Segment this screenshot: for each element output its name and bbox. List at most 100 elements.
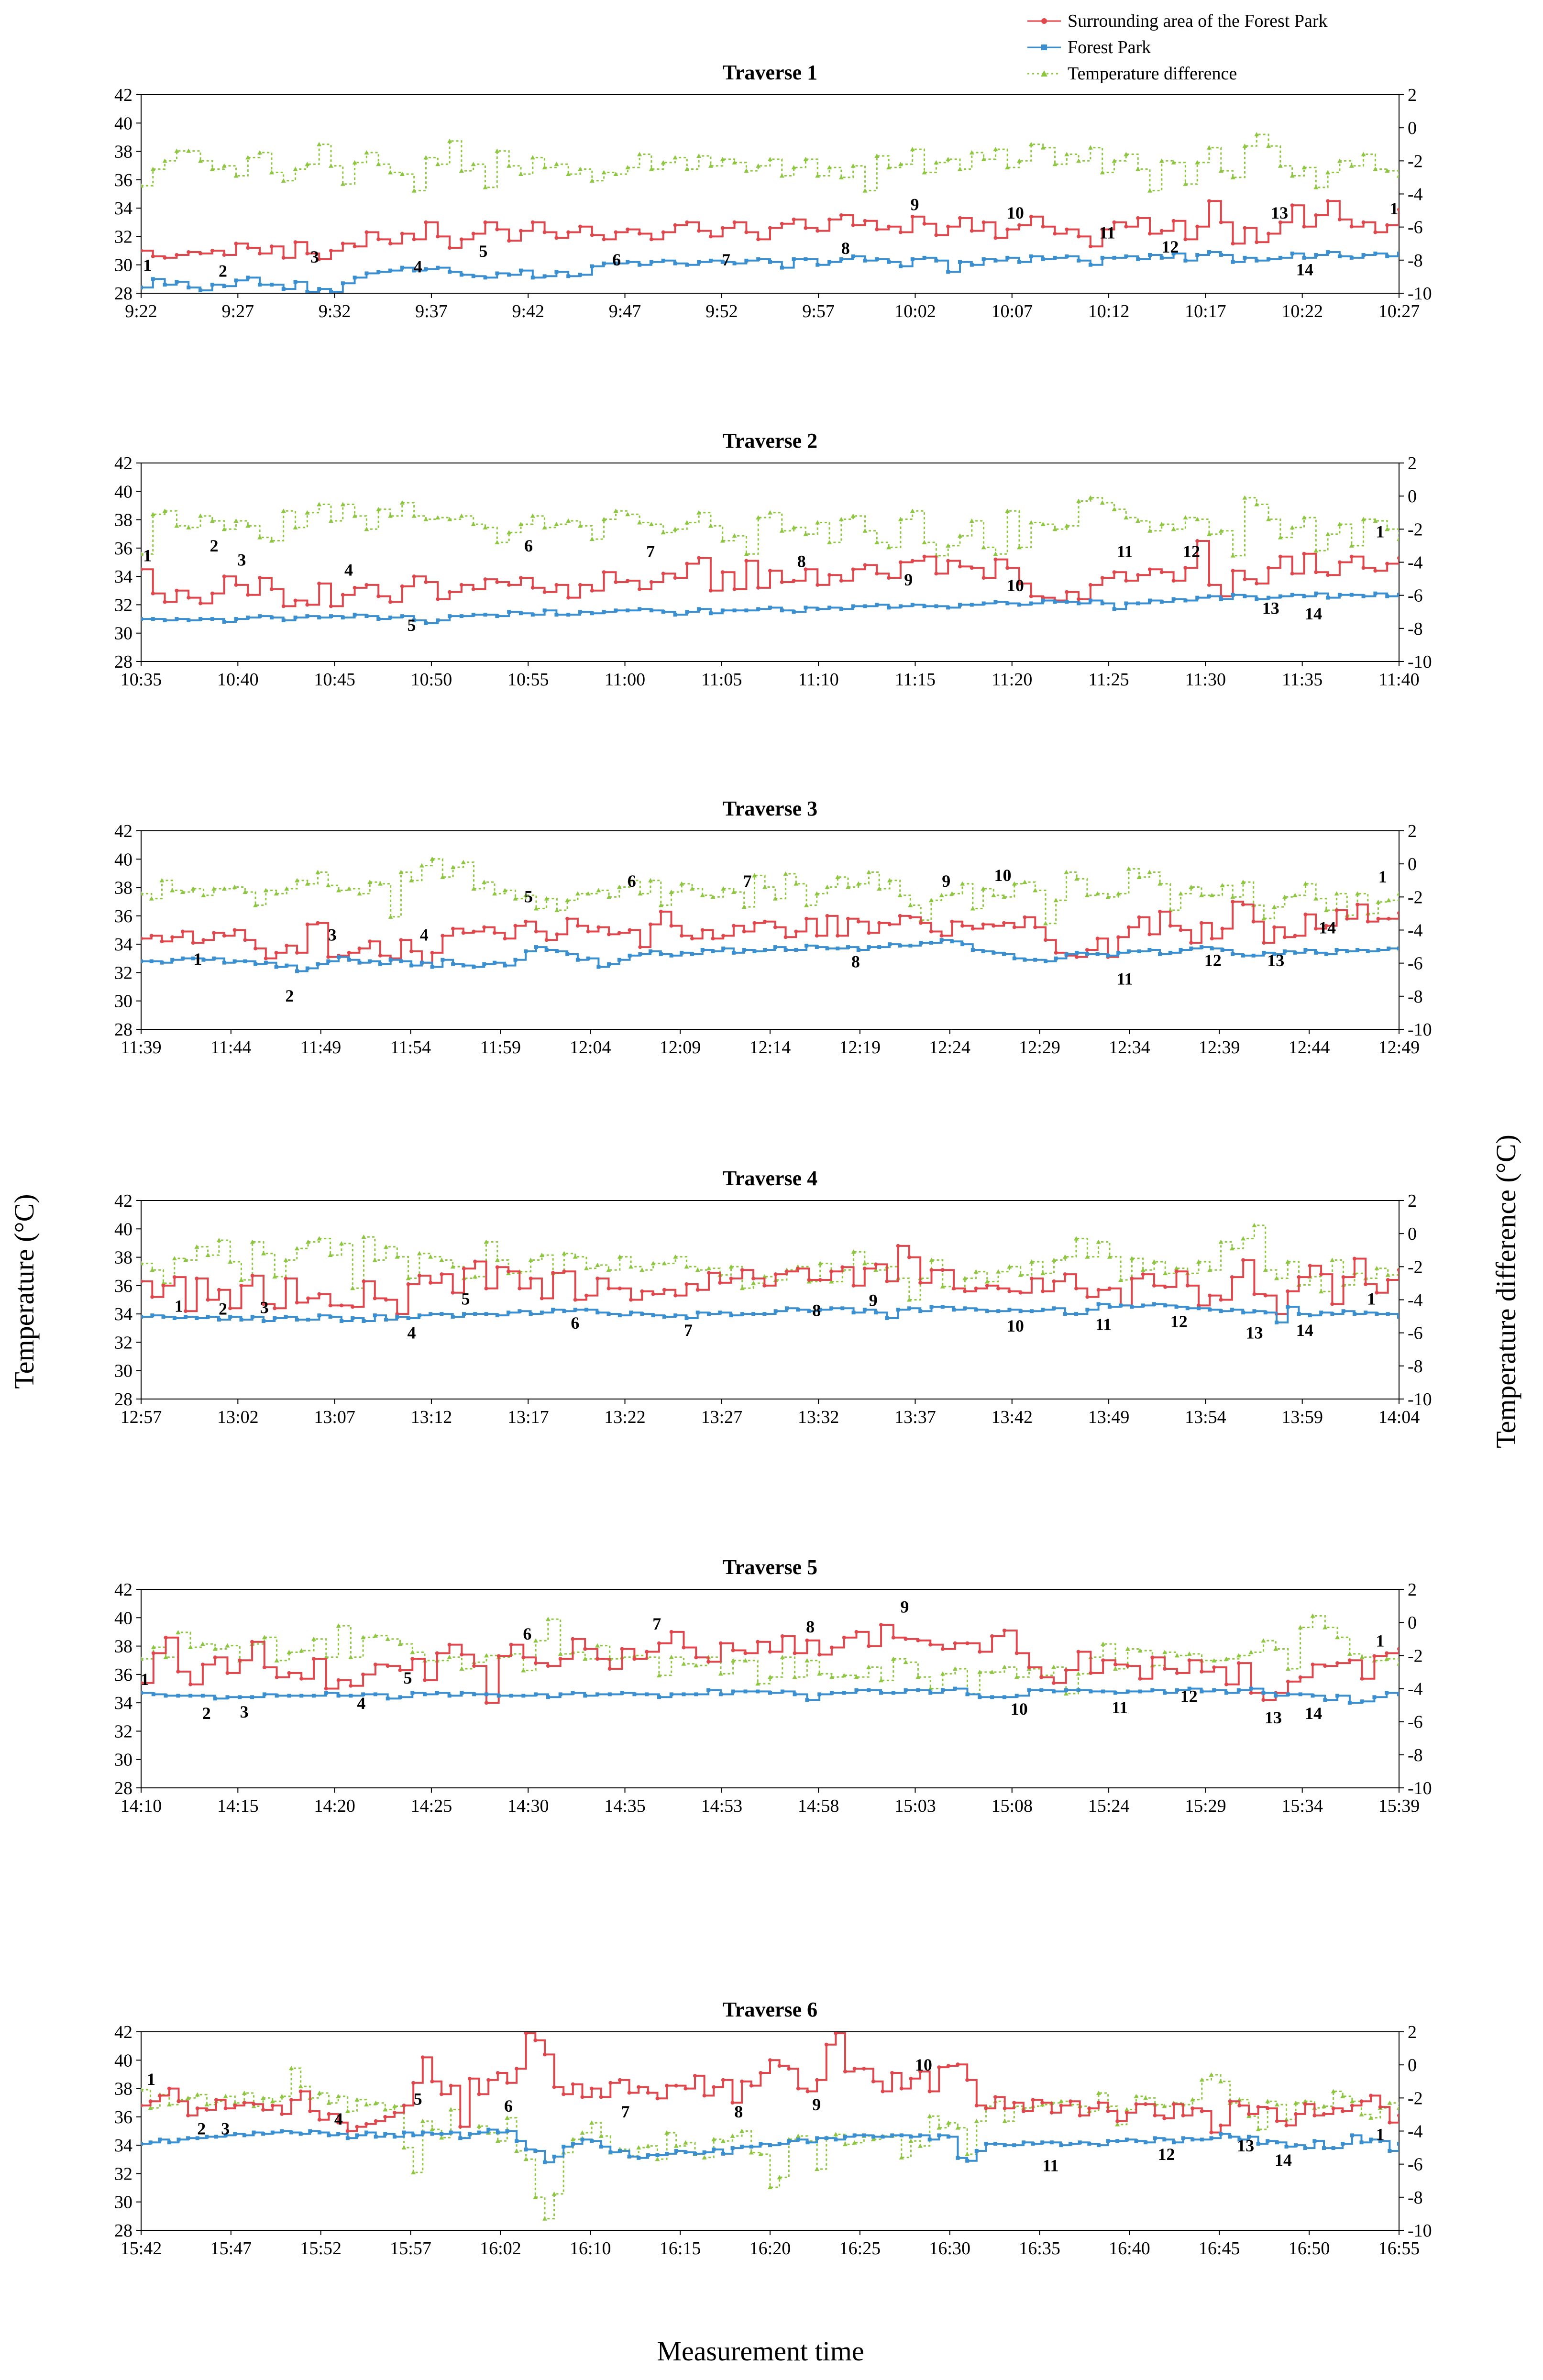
- data-point-forest-park: [1369, 2138, 1373, 2142]
- data-point-forest-park: [1366, 949, 1370, 953]
- location-marker: 14: [1296, 1321, 1313, 1340]
- data-point-temperature-difference: [1301, 515, 1307, 520]
- data-point-temperature-difference: [269, 170, 274, 175]
- location-marker: 1: [141, 1670, 149, 1689]
- data-point-surrounding: [1330, 1302, 1334, 1306]
- data-point-temperature-difference: [573, 1254, 578, 1259]
- data-point-forest-park: [566, 613, 571, 617]
- data-point-forest-park: [477, 2130, 481, 2135]
- data-point-surrounding: [345, 2129, 350, 2133]
- data-point-temperature-difference: [530, 513, 535, 518]
- data-point-forest-park: [161, 1315, 165, 1319]
- data-point-surrounding: [887, 576, 891, 580]
- data-point-temperature-difference: [1274, 2102, 1279, 2107]
- data-point-temperature-difference: [768, 156, 772, 161]
- location-marker: 1: [143, 546, 152, 565]
- data-point-forest-park: [632, 1692, 637, 1697]
- data-point-temperature-difference: [627, 878, 632, 882]
- data-point-temperature-difference: [435, 515, 441, 520]
- data-point-surrounding: [542, 590, 547, 594]
- data-point-temperature-difference: [1064, 870, 1069, 874]
- data-point-forest-park: [673, 261, 677, 265]
- data-point-temperature-difference: [428, 1254, 433, 1259]
- location-marker: 9: [812, 2095, 821, 2114]
- data-point-temperature-difference: [1207, 531, 1212, 536]
- data-point-forest-park: [1255, 597, 1259, 601]
- location-marker: 1: [1376, 1631, 1385, 1651]
- location-marker: 14: [1305, 1704, 1322, 1723]
- data-point-forest-park: [243, 959, 247, 963]
- data-point-forest-park: [1190, 2138, 1195, 2142]
- data-point-surrounding: [195, 2106, 199, 2111]
- data-point-temperature-difference: [447, 138, 452, 143]
- data-point-temperature-difference: [805, 1658, 810, 1663]
- data-point-forest-park: [794, 948, 798, 952]
- data-point-forest-park: [1200, 945, 1204, 949]
- location-marker: 10: [1011, 1699, 1028, 1719]
- data-point-forest-park: [554, 613, 559, 617]
- data-point-temperature-difference: [261, 2095, 266, 2100]
- data-point-forest-park: [542, 274, 547, 278]
- data-point-forest-park: [558, 1692, 562, 1697]
- data-point-temperature-difference: [749, 2150, 754, 2155]
- data-point-temperature-difference: [648, 878, 653, 882]
- legend: Surrounding area of the Forest Park Fore…: [1027, 11, 1328, 84]
- data-point-surrounding: [141, 2104, 143, 2108]
- data-point-surrounding: [1136, 573, 1140, 577]
- data-point-surrounding: [756, 1640, 760, 1644]
- x-tick-label: 15:57: [390, 2238, 431, 2259]
- location-marker: 2: [197, 2119, 206, 2138]
- data-point-forest-park: [756, 607, 760, 611]
- data-point-temperature-difference: [596, 888, 601, 892]
- data-point-surrounding: [584, 1293, 588, 1298]
- data-point-surrounding: [1171, 219, 1176, 223]
- data-point-surrounding: [1033, 925, 1037, 929]
- data-point-surrounding: [731, 1648, 735, 1653]
- data-point-surrounding: [1278, 220, 1282, 224]
- data-point-forest-park: [1323, 1698, 1327, 1702]
- data-point-surrounding: [351, 1305, 355, 1309]
- x-tick-label: 9:42: [512, 301, 544, 321]
- data-point-forest-park: [317, 287, 321, 291]
- data-point-surrounding: [596, 925, 601, 929]
- data-point-forest-park: [614, 608, 618, 613]
- data-point-surrounding: [1267, 566, 1271, 570]
- y-left-tick-label: 32: [114, 963, 132, 983]
- data-point-surrounding: [626, 227, 630, 231]
- data-point-surrounding: [752, 921, 757, 925]
- location-marker: 4: [344, 560, 353, 579]
- data-point-temperature-difference: [625, 512, 630, 517]
- data-point-forest-park: [1334, 948, 1339, 952]
- data-point-forest-park: [524, 2148, 528, 2152]
- data-point-forest-park: [228, 1315, 232, 1319]
- data-point-forest-park: [937, 2133, 941, 2138]
- data-point-surrounding: [1124, 224, 1128, 229]
- data-point-forest-park: [1298, 1692, 1302, 1697]
- data-point-surrounding: [700, 928, 705, 932]
- y-left-axis-title: Temperature (°C): [9, 1194, 40, 1388]
- x-tick-label: 15:24: [1088, 1796, 1130, 1816]
- data-point-surrounding: [1018, 1290, 1023, 1295]
- data-point-forest-park: [946, 270, 950, 274]
- data-point-surrounding: [970, 229, 974, 233]
- data-point-forest-park: [1041, 598, 1045, 603]
- data-point-forest-park: [1272, 952, 1277, 956]
- data-point-forest-park: [825, 947, 829, 951]
- data-point-forest-park: [1246, 2135, 1251, 2139]
- data-point-temperature-difference: [803, 156, 808, 161]
- data-point-temperature-difference: [1022, 880, 1027, 884]
- data-point-forest-park: [495, 271, 499, 275]
- data-point-surrounding: [721, 934, 726, 938]
- data-point-forest-park: [929, 941, 933, 945]
- data-point-temperature-difference: [751, 1280, 756, 1285]
- data-point-temperature-difference: [1361, 152, 1366, 156]
- x-tick-label: 13:02: [217, 1407, 259, 1427]
- data-point-temperature-difference: [357, 891, 362, 896]
- data-point-surrounding: [198, 252, 203, 255]
- data-point-temperature-difference: [495, 540, 500, 544]
- data-point-forest-park: [718, 1692, 723, 1697]
- data-point-temperature-difference: [294, 1246, 299, 1251]
- data-point-forest-park: [851, 254, 855, 258]
- data-point-surrounding: [566, 230, 571, 234]
- data-point-surrounding: [1189, 941, 1193, 945]
